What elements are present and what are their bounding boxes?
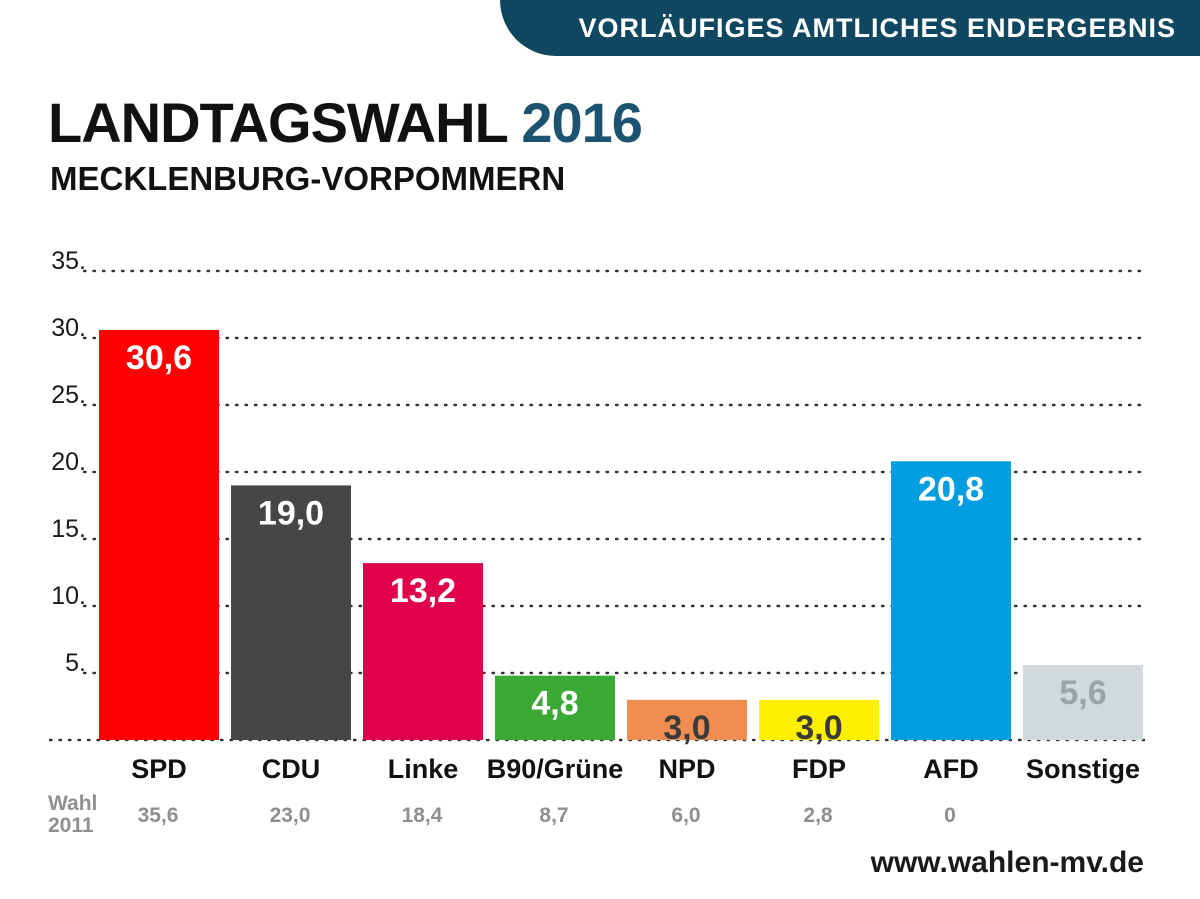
bar-value-label: 30,6: [126, 339, 192, 377]
y-tick-label: 25.: [51, 381, 86, 409]
bar-cdu: [231, 485, 351, 740]
bar-value-label: 4,8: [531, 685, 578, 723]
previous-election-value: 35,6: [138, 804, 179, 827]
previous-election-value: 18,4: [402, 804, 443, 827]
previous-election-value: 0: [944, 804, 956, 827]
bar-spd: [99, 329, 219, 740]
y-tick-label: 15.: [51, 515, 86, 543]
y-tick-label: 20.: [51, 448, 86, 476]
previous-election-value: 2,8: [803, 804, 833, 827]
previous-election-value: 8,7: [539, 804, 568, 827]
category-label: B90/Grüne: [487, 754, 624, 784]
bar-sonstige: [1023, 664, 1143, 740]
bar-value-label: 3,0: [663, 709, 710, 747]
y-tick-label: 10.: [51, 582, 86, 610]
title-text: LANDTAGSWAHL: [48, 91, 508, 154]
bar-fdp: [759, 699, 879, 740]
category-label: FDP: [792, 754, 846, 784]
website-link[interactable]: www.wahlen-mv.de: [870, 846, 1144, 879]
y-tick-label: 35.: [51, 247, 86, 275]
category-label: SPD: [131, 754, 187, 784]
bar-npd: [627, 699, 747, 740]
category-label: CDU: [262, 754, 321, 784]
page-title: LANDTAGSWAHL 2016: [48, 90, 643, 155]
bar-value-label: 5,6: [1059, 674, 1106, 712]
previous-election-value: 23,0: [270, 804, 311, 827]
bar-afd: [891, 461, 1011, 740]
bar-value-label: 20,8: [918, 470, 984, 508]
bar-linke: [363, 563, 483, 740]
category-label: AFD: [923, 754, 979, 784]
category-label: Linke: [388, 754, 459, 784]
bar-value-label: 13,2: [390, 572, 456, 610]
bar-value-label: 19,0: [258, 494, 324, 532]
bar-b90-gr-ne: [495, 675, 615, 740]
result-banner: VORLÄUFIGES AMTLICHES ENDERGEBNIS: [500, 0, 1200, 56]
previous-election-label-line1: Wahl: [48, 792, 97, 815]
banner-text: VORLÄUFIGES AMTLICHES ENDERGEBNIS: [578, 12, 1176, 43]
page-subtitle: MECKLENBURG-VORPOMMERN: [50, 160, 566, 197]
y-tick-label: 5.: [65, 649, 86, 677]
bar-value-label: 3,0: [795, 709, 842, 747]
category-label: NPD: [658, 754, 715, 784]
title-year: 2016: [521, 91, 643, 154]
y-tick-label: 30.: [51, 314, 86, 342]
previous-election-label-line2: 2011: [48, 814, 94, 837]
category-label: Sonstige: [1026, 754, 1140, 784]
previous-election-value: 6,0: [671, 804, 700, 827]
